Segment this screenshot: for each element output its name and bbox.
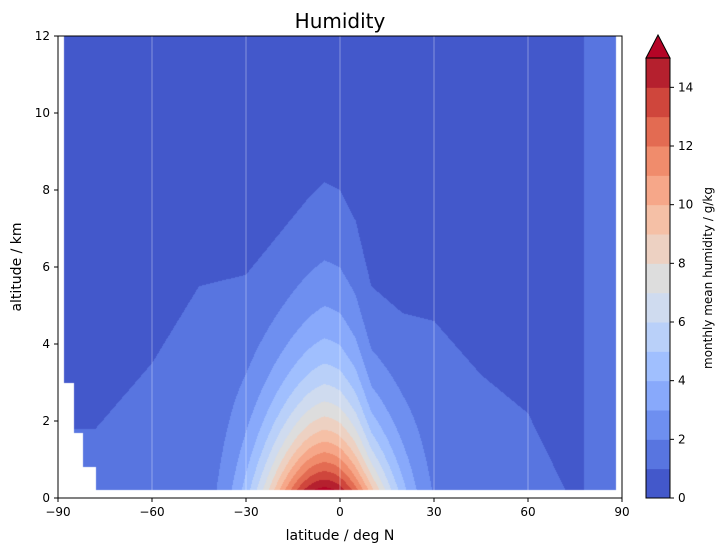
y-tick-label: 8 [42,183,50,197]
colorbar-segment [646,87,670,118]
y-tick-label: 12 [35,29,50,43]
y-axis-label: altitude / km [9,222,25,311]
x-tick-label: −60 [139,505,164,519]
colorbar-segment [646,439,670,470]
colorbar-segment [646,263,670,294]
x-tick-label: −30 [233,505,258,519]
colorbar: 0 2 4 6 8 10 12 14 [645,33,693,505]
y-tick-label: 6 [42,260,50,274]
x-tick-label: 30 [426,505,441,519]
y-tick-label: 4 [42,337,50,351]
colorbar-segment [646,175,670,206]
colorbar-tick-label: 14 [678,80,693,94]
x-tick-label: 90 [614,505,629,519]
colorbar-label: monthly mean humidity / g/kg [701,187,715,369]
colorbar-segment [646,116,670,147]
colorbar-segment [646,58,670,88]
colorbar-tick-label: 2 [678,432,686,446]
y-tick-label: 10 [35,106,50,120]
colorbar-tick-label: 10 [678,198,693,212]
x-tick-label: 0 [336,505,344,519]
colorbar-tick-label: 6 [678,315,686,329]
colorbar-tick-label: 0 [678,491,686,505]
x-tick-label: 60 [520,505,535,519]
colorbar-segment [646,292,670,323]
y-tick-label: 0 [42,491,50,505]
contour-plot-area [57,35,623,499]
x-axis-label: latitude / deg N [286,528,395,544]
x-axis: −90 −60 −30 0 30 60 90 [45,498,630,519]
humidity-contour-fill [58,36,622,498]
y-axis: 0 2 4 6 8 10 12 [35,29,58,505]
colorbar-segment [646,234,670,264]
colorbar-segment [646,468,670,499]
colorbar-tick-label: 8 [678,256,686,270]
colorbar-segment [646,146,670,176]
colorbar-segment [646,322,670,352]
colorbar-extend-arrow [645,33,671,59]
colorbar-segment [646,410,670,440]
x-tick-label: −90 [45,505,70,519]
y-tick-label: 2 [42,414,50,428]
colorbar-tick-label: 4 [678,374,686,388]
colorbar-segment [646,204,670,235]
colorbar-segment [646,351,670,382]
chart-title: Humidity [295,9,386,33]
colorbar-segment [646,380,670,411]
colorbar-frame [645,57,671,499]
colorbar-tick-label: 12 [678,139,693,153]
